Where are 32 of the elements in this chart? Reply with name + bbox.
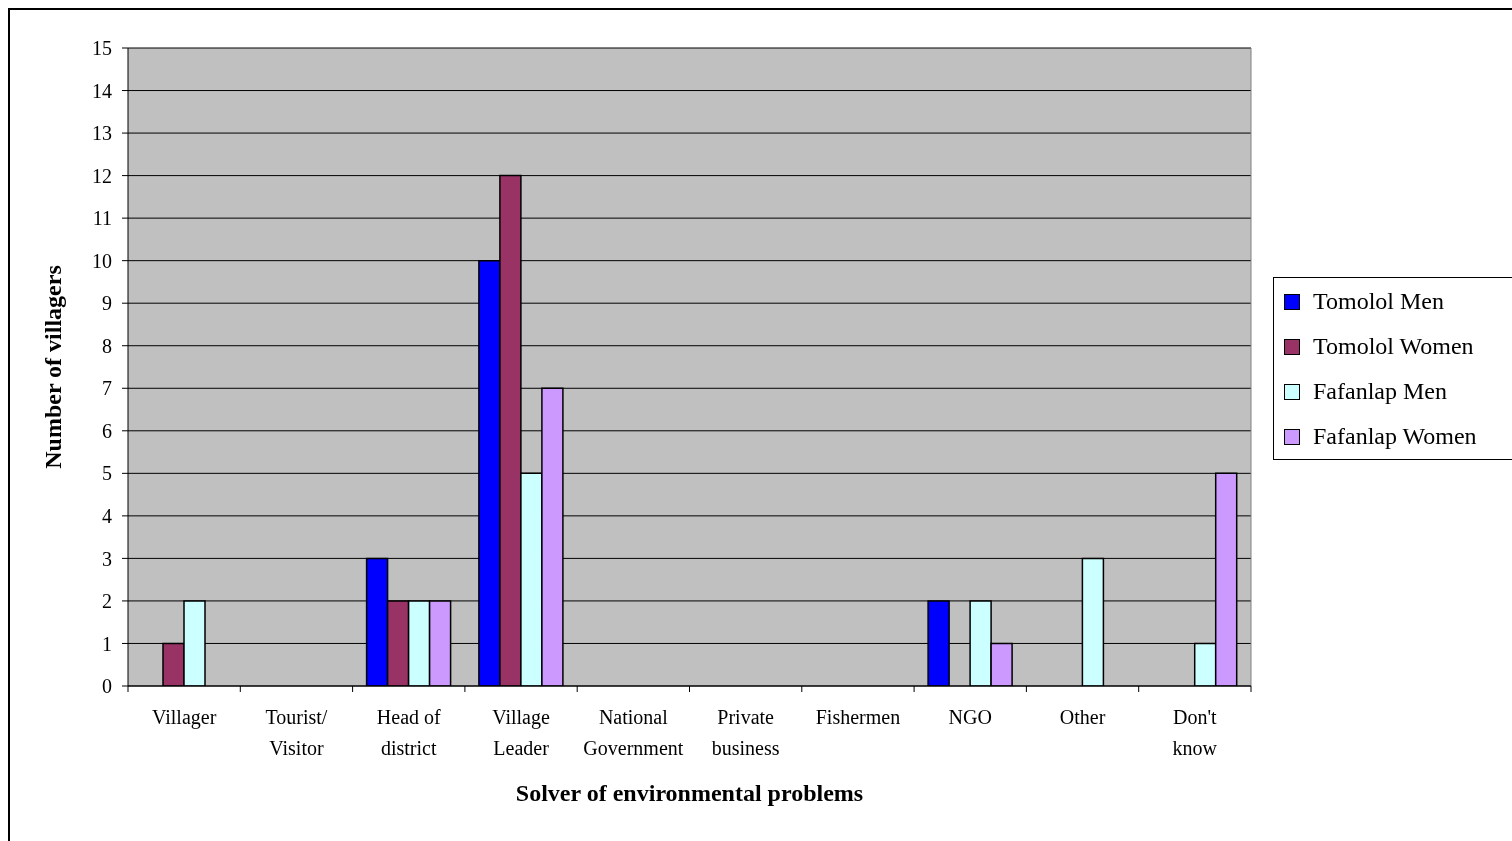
x-tick-label: Village Leader (492, 706, 550, 759)
y-tick-label: 8 (102, 334, 112, 357)
legend-label: Tomolol Men (1313, 288, 1444, 315)
x-tick-label: Private business (711, 706, 780, 759)
y-tick-label: 12 (92, 164, 112, 187)
y-tick-label: 13 (92, 122, 112, 145)
x-tick-label: Villager (151, 706, 217, 729)
y-tick-label: 5 (102, 462, 112, 485)
y-tick-label: 3 (102, 547, 112, 570)
y-tick-label: 10 (92, 249, 112, 272)
y-tick-label: 1 (102, 632, 112, 655)
legend-label: Tomolol Women (1313, 333, 1474, 360)
x-tick-label: Don't know (1172, 706, 1218, 759)
legend-label: Fafanlap Women (1313, 423, 1477, 450)
x-tick-label: Fishermen (815, 706, 901, 728)
x-tick-label: Tourist/ Visitor (265, 706, 328, 759)
y-tick-label: 11 (92, 207, 112, 230)
y-tick-label: 14 (92, 79, 112, 102)
y-tick-label: 9 (102, 292, 112, 315)
y-tick-label: 0 (102, 675, 112, 698)
legend-label: Fafanlap Men (1313, 378, 1447, 405)
x-axis-title: Solver of environmental problems (515, 779, 864, 806)
y-tick-label: 15 (92, 37, 112, 60)
y-tick-label: 2 (102, 590, 112, 613)
x-tick-label: Head of district (376, 706, 442, 759)
y-tick-label: 6 (102, 419, 112, 442)
x-tick-label: National Government (583, 706, 684, 759)
y-tick-label: 4 (102, 504, 112, 527)
x-tick-label: Other (1059, 706, 1106, 728)
x-tick-label: NGO (948, 706, 992, 728)
y-tick-label: 7 (102, 377, 112, 400)
y-axis-title: Number of villagers (39, 265, 66, 469)
